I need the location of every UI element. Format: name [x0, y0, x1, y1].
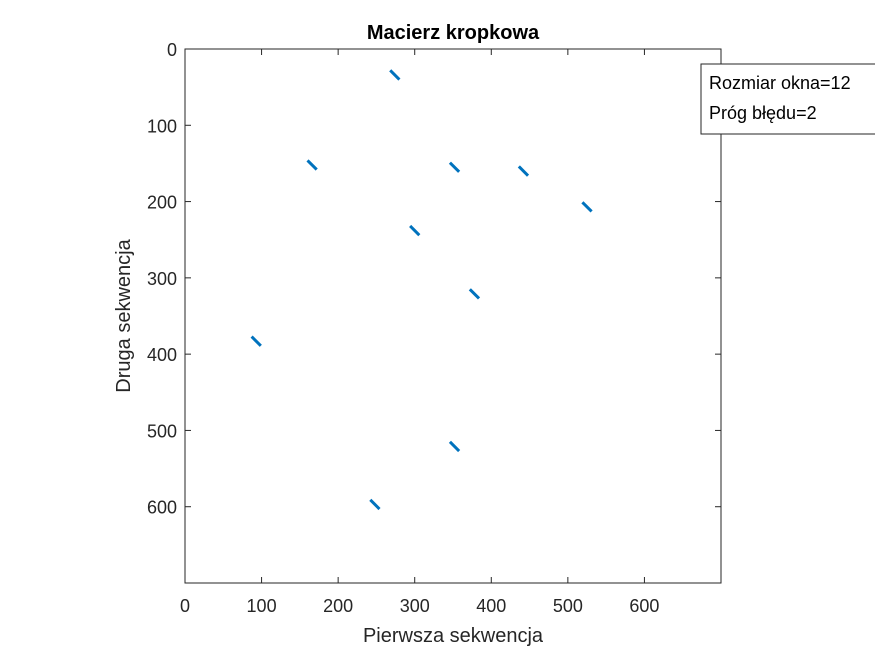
match-segment	[448, 440, 461, 453]
x-tick-label: 400	[476, 596, 506, 616]
match-segment	[581, 201, 593, 213]
axes-box	[184, 48, 722, 584]
data-series	[250, 69, 593, 511]
y-tick-label: 200	[147, 193, 177, 213]
y-tick-label: 600	[147, 498, 177, 518]
chart-title: Macierz kropkowa	[367, 22, 540, 44]
y-tick-label: 400	[147, 345, 177, 365]
match-segment	[409, 224, 421, 237]
legend-box	[700, 63, 875, 135]
match-segment	[448, 161, 461, 173]
x-tick-label: 100	[247, 596, 277, 616]
x-tick-label: 500	[553, 596, 583, 616]
legend-entry-error-threshold: Próg błędu=2	[709, 103, 817, 123]
y-axis-label: Druga sekwencja	[113, 238, 135, 392]
x-axis: 0 100 200 300 400 500 600	[180, 49, 659, 616]
match-segment	[517, 165, 530, 177]
y-tick-label: 500	[147, 421, 177, 441]
match-segment	[389, 69, 401, 81]
axes-frame	[184, 48, 722, 584]
y-tick-label: 100	[147, 116, 177, 136]
y-tick-label: 0	[167, 40, 177, 60]
match-segment	[250, 335, 262, 347]
x-tick-label: 0	[180, 596, 190, 616]
axes-background	[185, 49, 721, 583]
match-segment	[306, 159, 318, 171]
match-segment	[468, 288, 481, 300]
legend-entry-window-size: Rozmiar okna=12	[709, 73, 851, 93]
y-tick-label: 300	[147, 269, 177, 289]
x-tick-label: 200	[323, 596, 353, 616]
x-tick-label: 300	[400, 596, 430, 616]
x-tick-label: 600	[629, 596, 659, 616]
y-axis: 0 100 200 300 400 500 600	[147, 40, 721, 518]
x-axis-label: Pierwsza sekwencja	[363, 625, 544, 647]
legend: Rozmiar okna=12 Próg błędu=2	[700, 63, 875, 135]
match-segment	[369, 498, 381, 511]
